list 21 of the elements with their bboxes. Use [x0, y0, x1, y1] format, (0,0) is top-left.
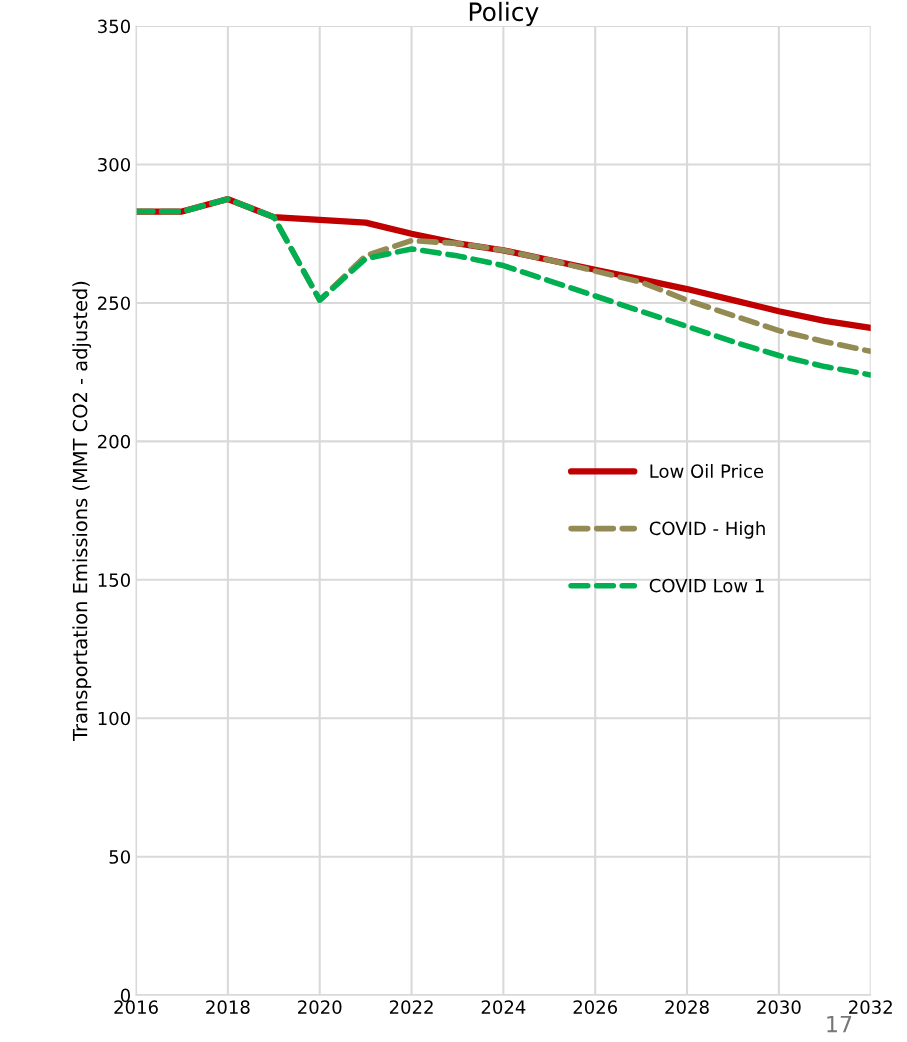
y-tick-label: 50 — [109, 850, 130, 864]
x-tick-label: 2018 — [206, 1000, 250, 1014]
x-tick-label: 2022 — [389, 1000, 433, 1014]
x-tick-label: 2026 — [573, 1000, 618, 1014]
x-tick-label: 2024 — [481, 1000, 526, 1014]
x-tick-label: 2030 — [757, 1000, 801, 1014]
legend-label: Low Oil Price — [650, 464, 764, 478]
y-axis-title: Transportation Emissions (MMT CO2 - adjusted) — [72, 281, 92, 742]
x-tick-label: 2020 — [298, 1000, 342, 1014]
y-tick-label: 350 — [98, 19, 130, 34]
legend-label: COVID Low 1 — [649, 578, 764, 593]
y-tick-label: 100 — [98, 711, 130, 726]
chart-title: Policy — [469, 1, 539, 27]
x-tick-label: 2028 — [665, 1000, 709, 1014]
y-tick-label: 300 — [98, 157, 130, 172]
legend-label: COVID - High — [649, 521, 765, 539]
y-tick-label: 150 — [98, 573, 130, 587]
text: 17 — [827, 1015, 852, 1033]
y-tick-label: 250 — [98, 296, 130, 311]
y-tick-label: 200 — [98, 434, 130, 449]
x-tick-label: 2032 — [849, 1000, 892, 1014]
